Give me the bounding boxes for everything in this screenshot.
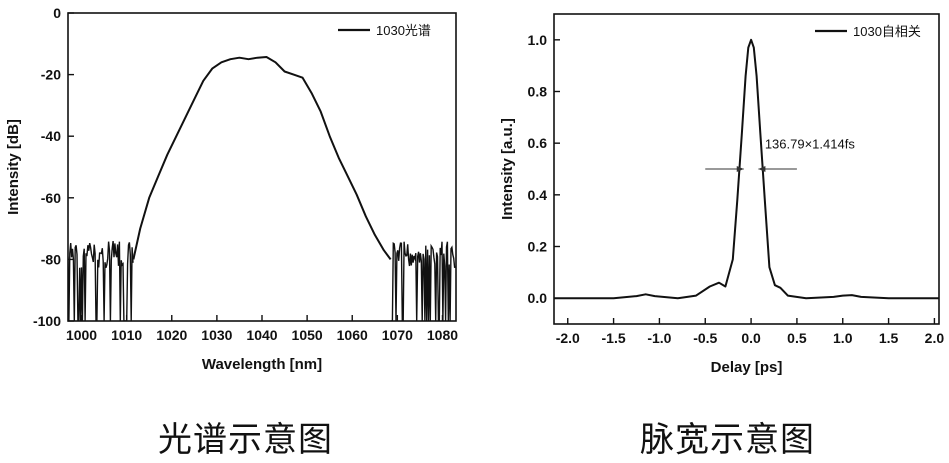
- x-tick-label: 0.5: [787, 330, 807, 346]
- x-tick-label: 1000: [66, 327, 97, 343]
- x-tick-label: 1.5: [879, 330, 899, 346]
- fwhm-annotation: 136.79×1.414fs: [765, 136, 855, 151]
- x-tick-label: 1060: [337, 327, 368, 343]
- y-tick-label: 0.2: [528, 239, 548, 255]
- autocorrelation-chart: -2.0 -1.5 -1.0 -0.5 0.0 0.5 1.0 1.5 2.0 0.0 0.2 0.4…: [499, 13, 945, 376]
- plot-area: [554, 38, 939, 300]
- y-tick-label: 0.8: [528, 84, 548, 100]
- x-tick-label: 1030: [201, 327, 232, 343]
- x-tick-label: 2.0: [925, 330, 945, 346]
- y-tick-label: -80: [41, 251, 61, 267]
- fwhm-arrowhead-right: [758, 166, 766, 172]
- y-axis-label: Intensity [a.u.]: [499, 118, 516, 220]
- y-tick-label: 0.6: [528, 135, 548, 151]
- legend-label: 1030自相关: [853, 24, 921, 39]
- plot-frame: [553, 13, 940, 325]
- y-tick-label: -60: [41, 190, 61, 206]
- x-tick-label: 0.0: [741, 330, 761, 346]
- spectrum-caption: 光谱示意图: [158, 420, 333, 460]
- x-tick-label: 1080: [427, 327, 458, 343]
- y-tick-label: -40: [41, 128, 61, 144]
- x-tick-label: -1.5: [602, 330, 626, 346]
- x-tick-label: 1040: [246, 327, 277, 343]
- y-tick-label: 0: [53, 5, 61, 21]
- x-axis-label: Delay [ps]: [711, 359, 783, 376]
- y-tick-label: -20: [41, 67, 61, 83]
- noise-floor-left: [68, 241, 134, 321]
- plot-frame: [67, 12, 457, 322]
- legend-label: 1030光谱: [376, 23, 431, 38]
- x-tick-label: 1050: [292, 327, 323, 343]
- plot-area: [68, 56, 456, 321]
- y-tick-label: 0.0: [528, 290, 548, 306]
- spectrum-chart: 1000 1010 1020 1030 1040 1050 1060 1070 1080 0 -20…: [5, 5, 458, 373]
- x-tick-label: 1070: [382, 327, 413, 343]
- fwhm-arrowhead-left: [736, 166, 744, 172]
- pulse-width-caption: 脉宽示意图: [640, 420, 815, 460]
- x-tick-label: -2.0: [556, 330, 580, 346]
- noise-floor-right: [390, 241, 456, 321]
- y-tick-label: 0.4: [528, 187, 548, 203]
- series-line: [132, 56, 392, 260]
- x-axis-label: Wavelength [nm]: [202, 356, 322, 373]
- x-tick-label: 1.0: [833, 330, 853, 346]
- series-line: [554, 38, 939, 300]
- y-tick-label: 1.0: [528, 32, 548, 48]
- x-tick-label: -0.5: [693, 330, 717, 346]
- y-tick-label: -100: [33, 313, 61, 329]
- y-axis-label: Intensity [dB]: [5, 119, 22, 215]
- x-tick-label: 1020: [156, 327, 187, 343]
- x-tick-label: -1.0: [647, 330, 671, 346]
- x-tick-label: 1010: [111, 327, 142, 343]
